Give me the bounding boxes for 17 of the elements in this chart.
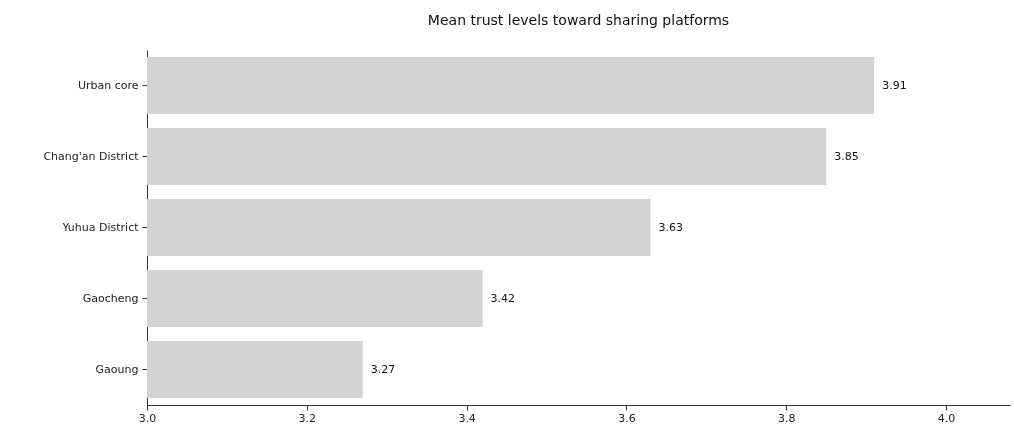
x-tick-label: 3.6 — [618, 411, 636, 425]
data-label: 3.85 — [834, 149, 859, 163]
data-label: 3.27 — [370, 362, 396, 376]
x-tick-label: 3.4 — [458, 411, 476, 425]
y-tick-label: Chang'an District — [43, 149, 140, 163]
x-tick-label: 3.8 — [778, 411, 796, 425]
y-tick-label: Yuhua District — [61, 220, 140, 234]
data-label: 3.42 — [490, 291, 516, 305]
x-tick-label: 3.2 — [298, 411, 317, 425]
data-label: 3.63 — [658, 220, 683, 234]
x-tick-label: 4.0 — [937, 411, 956, 425]
x-tick-label: 3.0 — [138, 411, 157, 425]
chart-title: Mean trust levels toward sharing platforms — [427, 12, 730, 28]
y-tick-label: Gaocheng — [82, 291, 139, 305]
y-tick-label: Urban core — [77, 78, 139, 92]
y-tick-label: Gaoung — [95, 362, 139, 376]
data-label: 3.91 — [882, 78, 907, 92]
